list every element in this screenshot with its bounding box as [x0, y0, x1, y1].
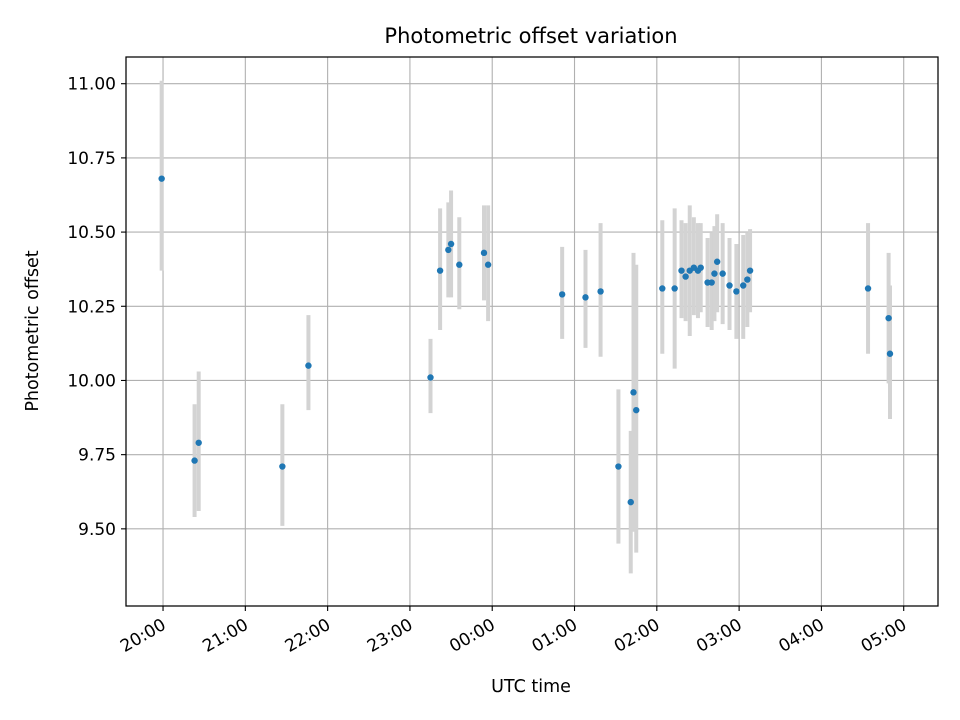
y-tick-label: 10.25: [67, 297, 116, 317]
x-axis-label: UTC time: [491, 677, 571, 697]
chart-title: Photometric offset variation: [384, 24, 677, 48]
data-point: [558, 291, 566, 298]
y-axis: 9.50 9.75 10.00 10.25 10.50 10.75 11.00: [67, 75, 126, 540]
y-axis-label: Photometric offset: [23, 250, 43, 411]
y-tick-label: 11.00: [67, 75, 116, 95]
data-point: [630, 389, 637, 396]
data-point: [195, 439, 202, 446]
data-point: [864, 285, 872, 292]
data-point: [436, 267, 444, 274]
data-point: [671, 285, 678, 292]
data-point: [733, 288, 740, 295]
data-point: [885, 314, 892, 322]
data-point: [582, 294, 589, 301]
data-point: [191, 457, 198, 464]
data-point: [697, 264, 704, 271]
data-point: [711, 270, 718, 277]
data-point: [678, 267, 685, 274]
data-point: [633, 406, 640, 414]
data-point: [615, 463, 622, 470]
data-point: [427, 374, 434, 381]
data-point: [447, 240, 455, 248]
y-tick-label: 10.50: [67, 223, 116, 243]
data-point: [740, 282, 747, 289]
data-point: [158, 175, 165, 182]
data-point: [456, 261, 463, 268]
y-tick-label: 9.75: [78, 446, 116, 466]
data-point: [445, 246, 452, 254]
data-point: [659, 285, 666, 292]
grid: [126, 57, 938, 606]
data-point: [305, 362, 312, 369]
data-point: [746, 267, 754, 274]
data-point: [484, 261, 492, 268]
data-point: [713, 258, 721, 265]
data-point: [744, 276, 751, 283]
data-point: [726, 282, 733, 289]
y-tick-label: 10.00: [67, 371, 116, 391]
y-tick-label: 10.75: [67, 149, 116, 169]
data-point: [480, 249, 488, 257]
data-point: [682, 273, 689, 280]
plot-frame: [125, 56, 939, 607]
data-point: [597, 288, 604, 295]
data-point: [627, 498, 634, 506]
y-tick-label: 9.50: [78, 520, 116, 540]
data-points: [158, 175, 894, 506]
data-point: [708, 279, 715, 286]
data-point: [719, 270, 726, 277]
data-point: [886, 350, 894, 357]
data-point: [279, 463, 286, 470]
